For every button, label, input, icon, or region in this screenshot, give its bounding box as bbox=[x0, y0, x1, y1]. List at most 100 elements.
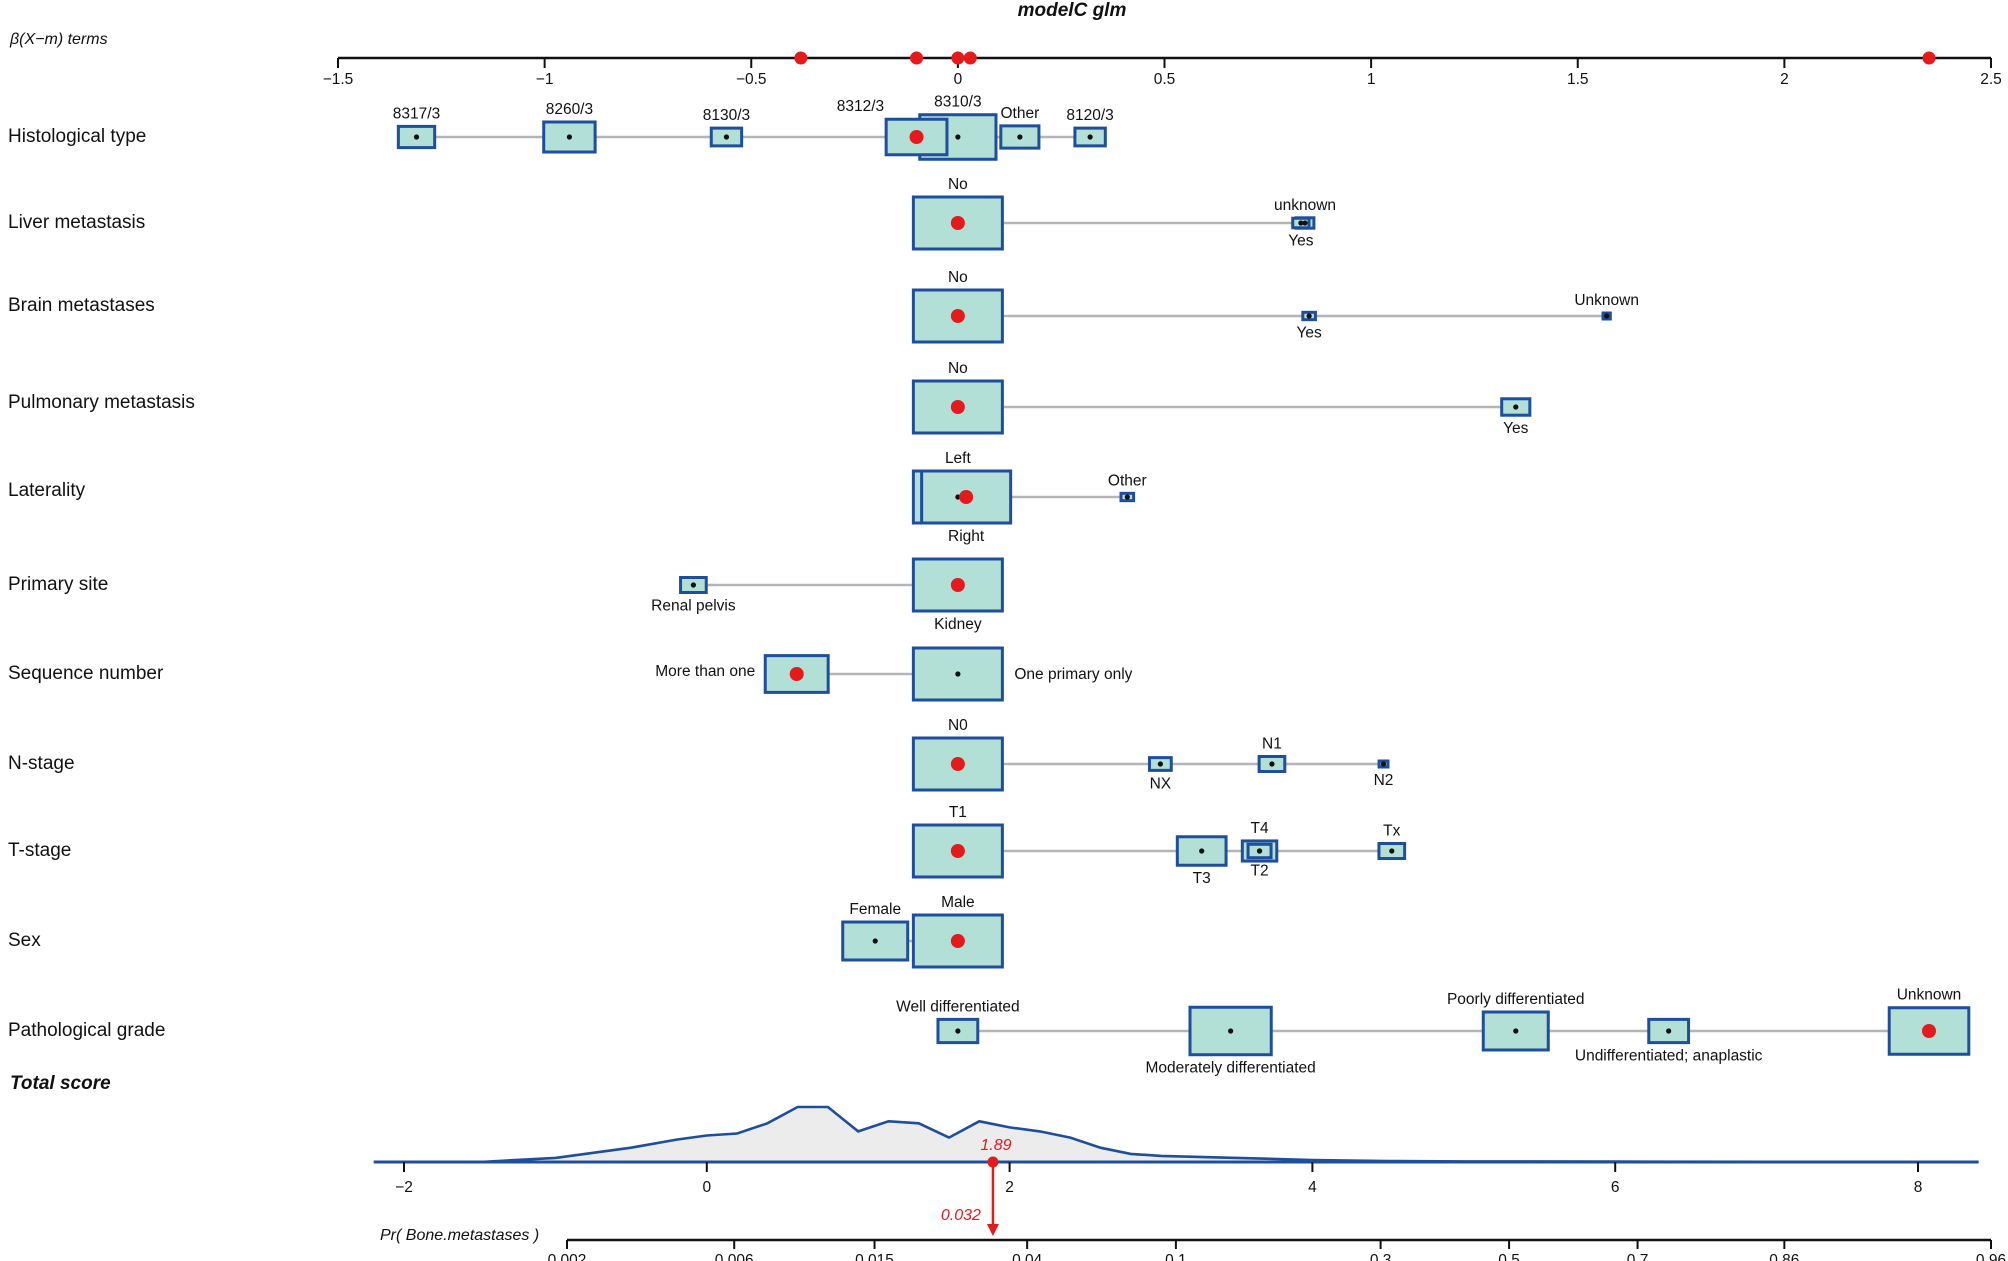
variable-rows: Histological type 8317/3 8260/3 8130/3 8312/… bbox=[8, 94, 1971, 1077]
probability-tick-label: 0.04 bbox=[1012, 1252, 1043, 1261]
beta-axis-tick-label: 0.5 bbox=[1154, 71, 1176, 88]
probability-tick-label: 0.5 bbox=[1498, 1252, 1520, 1261]
category-label: Male bbox=[941, 894, 975, 911]
category-point bbox=[1306, 313, 1312, 319]
category-point bbox=[1666, 1028, 1672, 1034]
category-label: No bbox=[948, 360, 968, 377]
total-score-selected-label: 1.89 bbox=[980, 1137, 1011, 1154]
category-label: Unknown bbox=[1574, 292, 1639, 309]
category-point bbox=[872, 938, 878, 944]
probability-tick-label: 0.86 bbox=[1769, 1252, 1799, 1261]
row-liver-metastasis: Liver metastasis No unknown Yes bbox=[8, 176, 1336, 251]
category-point bbox=[955, 671, 961, 677]
beta-axis-selected-point bbox=[963, 51, 977, 65]
category-label: Moderately differentiated bbox=[1145, 1060, 1315, 1077]
row-sex: Sex Female Male bbox=[8, 894, 1004, 969]
beta-axis-selected-point bbox=[1922, 51, 1936, 65]
beta-axis-selected-point bbox=[794, 51, 808, 65]
category-point bbox=[690, 582, 696, 588]
row-brain-metastases: Brain metastases No Yes Unknown bbox=[8, 269, 1639, 344]
selected-category-point bbox=[950, 216, 965, 230]
category-label: T4 bbox=[1251, 820, 1269, 837]
category-label: 8120/3 bbox=[1066, 107, 1113, 124]
probability-tick-label: 0.002 bbox=[548, 1252, 587, 1261]
category-label: Yes bbox=[1288, 233, 1314, 250]
category-label: Yes bbox=[1503, 420, 1529, 437]
selected-category-point bbox=[950, 757, 965, 771]
category-point bbox=[1087, 134, 1093, 140]
category-label: 8260/3 bbox=[546, 101, 593, 118]
row-label: Histological type bbox=[8, 126, 146, 147]
beta-axis-selected-point bbox=[951, 51, 965, 65]
total-score-axis: −2 0 2 4 6 8 1.89 0.032 bbox=[373, 1137, 1979, 1236]
category-label: No bbox=[948, 269, 968, 286]
category-label: Unknown bbox=[1897, 987, 1962, 1004]
category-label: Kidney bbox=[934, 616, 982, 633]
probability-tick-label: 0.006 bbox=[715, 1252, 754, 1261]
category-label: 8130/3 bbox=[703, 107, 750, 124]
category-label: Yes bbox=[1296, 325, 1322, 342]
selected-category-point bbox=[959, 490, 974, 504]
category-label: 8310/3 bbox=[934, 94, 981, 111]
category-point bbox=[723, 134, 730, 140]
category-point bbox=[1380, 761, 1387, 767]
row-label: Laterality bbox=[8, 480, 86, 501]
category-point bbox=[955, 134, 961, 140]
beta-axis-tick-label: 1 bbox=[1367, 71, 1376, 88]
total-score-tick-label: 4 bbox=[1308, 1179, 1317, 1196]
category-label: NX bbox=[1150, 775, 1172, 792]
selected-category-point bbox=[909, 130, 924, 144]
total-score-selected-point bbox=[987, 1156, 999, 1168]
beta-axis-tick-label: −1 bbox=[536, 71, 554, 88]
category-point bbox=[1157, 761, 1163, 767]
category-label: T2 bbox=[1251, 863, 1269, 880]
beta-axis-tick-label: 0 bbox=[954, 71, 963, 88]
category-label: Poorly differentiated bbox=[1447, 991, 1585, 1008]
chart-title: modelC glm bbox=[1018, 0, 1127, 21]
beta-axis: −1.5 −1 −0.5 0 0.5 1 1.5 2 2.5 bbox=[323, 51, 2002, 88]
category-point bbox=[1513, 1028, 1519, 1034]
category-label: Other bbox=[1108, 472, 1147, 489]
category-point bbox=[1604, 313, 1610, 319]
row-pulmonary-metastasis: Pulmonary metastasis No Yes bbox=[8, 360, 1532, 437]
probability-tick-label: 0.96 bbox=[1976, 1252, 2006, 1261]
category-label: No bbox=[948, 176, 968, 193]
selected-category-point bbox=[950, 844, 965, 858]
row-label: Sex bbox=[8, 930, 41, 951]
density-fill bbox=[479, 1107, 1979, 1162]
row-label: T-stage bbox=[8, 840, 71, 861]
category-label: One primary only bbox=[1014, 666, 1132, 683]
row-primary-site: Primary site Renal pelvis Kidney bbox=[8, 557, 1004, 633]
category-point bbox=[1199, 848, 1205, 854]
category-label: T3 bbox=[1193, 870, 1211, 887]
beta-axis-tick-label: −0.5 bbox=[736, 71, 767, 88]
row-label: Sequence number bbox=[8, 663, 164, 684]
row-t-stage: T-stage T1 T3 T4 T2 Tx bbox=[8, 804, 1407, 887]
category-label: N1 bbox=[1262, 735, 1282, 752]
probability-tick-label: 0.3 bbox=[1370, 1252, 1392, 1261]
category-label: Tx bbox=[1383, 822, 1400, 839]
category-label: More than one bbox=[655, 663, 755, 680]
row-sequence-number: Sequence number More than one One primary … bbox=[8, 646, 1133, 702]
category-label: N0 bbox=[948, 717, 968, 734]
category-point bbox=[1389, 848, 1395, 854]
category-label: Undifferentiated; anaplastic bbox=[1575, 1048, 1763, 1065]
category-point bbox=[1017, 134, 1023, 140]
category-point bbox=[566, 134, 573, 140]
category-label: Other bbox=[1000, 105, 1039, 122]
selected-category-point bbox=[950, 400, 965, 414]
category-label: T1 bbox=[949, 804, 967, 821]
category-label: Female bbox=[849, 901, 901, 918]
row-label: Brain metastases bbox=[8, 295, 155, 316]
category-point bbox=[1124, 494, 1130, 500]
category-label: 8317/3 bbox=[393, 105, 440, 122]
beta-axis-tick-label: 2 bbox=[1780, 71, 1789, 88]
category-point bbox=[1298, 220, 1304, 226]
total-score-tick-label: −2 bbox=[395, 1179, 413, 1196]
probability-tick-label: 0.1 bbox=[1165, 1252, 1187, 1261]
total-score-tick-label: 2 bbox=[1005, 1179, 1014, 1196]
row-laterality: Laterality Left Right Other bbox=[8, 450, 1147, 545]
row-label: Primary site bbox=[8, 574, 108, 595]
beta-axis-title: β(X−m) terms bbox=[9, 31, 108, 48]
